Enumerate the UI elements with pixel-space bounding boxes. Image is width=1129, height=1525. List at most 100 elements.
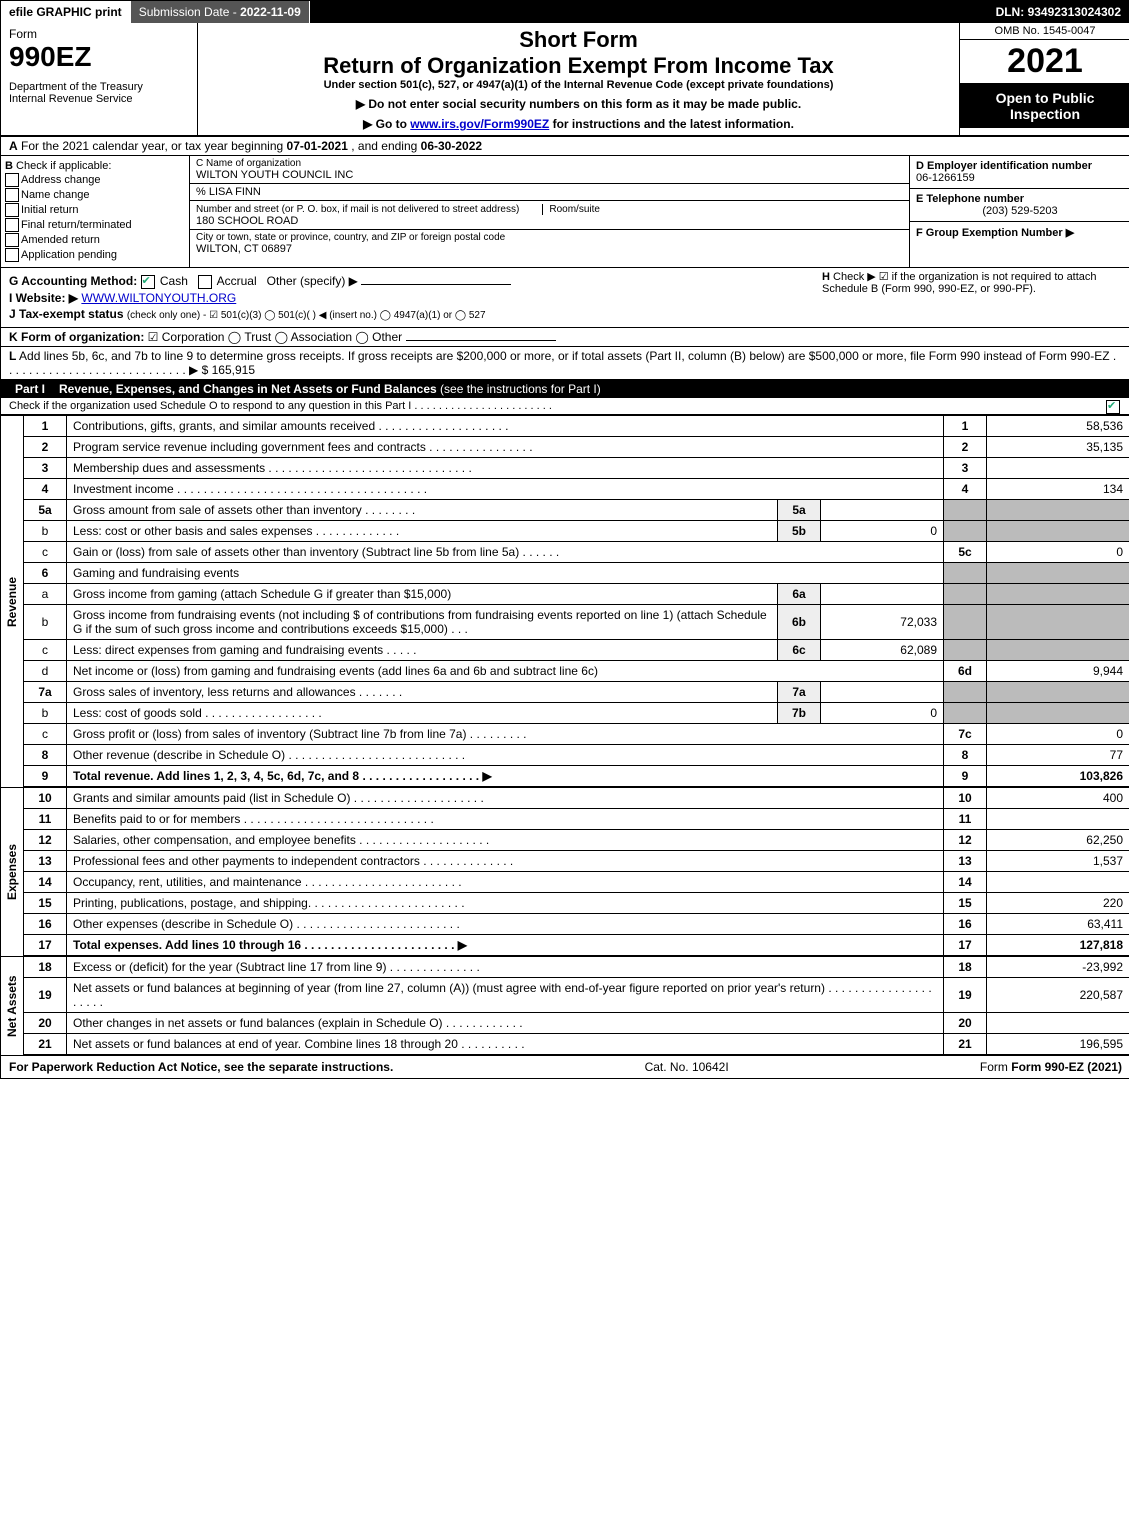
block-bcdef: B Check if applicable: Address change Na… (1, 156, 1129, 268)
street-row: Number and street (or P. O. box, if mail… (190, 201, 909, 230)
revenue-block: Revenue 1 Contributions, gifts, grants, … (1, 415, 1129, 787)
form-number: 990EZ (9, 41, 189, 73)
i-label: I Website: ▶ (9, 291, 78, 305)
shade-cell (987, 520, 1129, 541)
line-num: 12 (24, 829, 67, 850)
line-desc: Less: cost or other basis and sales expe… (67, 520, 778, 541)
checkbox-initial-return[interactable]: Initial return (5, 203, 185, 217)
title-short-form: Short Form (206, 27, 951, 53)
line-6: 6 Gaming and fundraising events (24, 562, 1129, 583)
checkbox-address-change[interactable]: Address change (5, 173, 185, 187)
checkbox-icon (5, 173, 19, 187)
revenue-side-label: Revenue (1, 415, 23, 787)
instruction-goto: ▶ Go to www.irs.gov/Form990EZ for instru… (206, 117, 951, 131)
irs-link[interactable]: www.irs.gov/Form990EZ (410, 117, 549, 131)
line-desc: Membership dues and assessments . . . . … (67, 457, 944, 478)
inline-val (821, 499, 944, 520)
shade-cell (944, 520, 987, 541)
line-r: 8 (944, 744, 987, 765)
revenue-table: 1 Contributions, gifts, grants, and simi… (23, 415, 1129, 787)
cb-label-pending: Application pending (21, 249, 117, 261)
section-j: J Tax-exempt status (check only one) - ☑… (9, 307, 1122, 321)
schedule-o-checkbox-icon[interactable] (1106, 400, 1120, 414)
line-val (987, 808, 1129, 829)
checkbox-icon (5, 233, 19, 247)
section-h: H Check ▶ ☑ if the organization is not r… (822, 270, 1122, 295)
line-21: 21 Net assets or fund balances at end of… (24, 1033, 1129, 1054)
line-desc: Net assets or fund balances at end of ye… (67, 1033, 944, 1054)
line-desc: Net income or (loss) from gaming and fun… (67, 660, 944, 681)
omb-number: OMB No. 1545-0047 (960, 23, 1129, 40)
line-num: 13 (24, 850, 67, 871)
shade-cell (987, 639, 1129, 660)
dln-label: DLN: (996, 5, 1028, 19)
section-f: F Group Exemption Number ▶ (910, 222, 1129, 243)
f-label: F Group Exemption Number ▶ (916, 227, 1074, 239)
line-num: 2 (24, 436, 67, 457)
block-ghij: H Check ▶ ☑ if the organization is not r… (1, 268, 1129, 328)
submission-date: 2022-11-09 (240, 5, 301, 19)
line-6b: b Gross income from fundraising events (… (24, 604, 1129, 639)
city-label: City or town, state or province, country… (196, 232, 903, 243)
submission-label: Submission Date - (139, 5, 240, 19)
line-num: b (24, 604, 67, 639)
line-r: 20 (944, 1012, 987, 1033)
other-specify-input[interactable] (361, 284, 511, 285)
accrual-checkbox-icon[interactable] (198, 275, 212, 289)
section-a: A For the 2021 calendar year, or tax yea… (1, 137, 1129, 156)
line-7b: b Less: cost of goods sold . . . . . . .… (24, 702, 1129, 723)
line-num: 21 (24, 1033, 67, 1054)
line-20: 20 Other changes in net assets or fund b… (24, 1012, 1129, 1033)
inline-val (821, 681, 944, 702)
line-13: 13 Professional fees and other payments … (24, 850, 1129, 871)
line-desc: Other revenue (describe in Schedule O) .… (67, 744, 944, 765)
cash-checkbox-icon[interactable] (141, 275, 155, 289)
header-left: Form 990EZ Department of the Treasury In… (1, 23, 198, 135)
website-link[interactable]: WWW.WILTONYOUTH.ORG (81, 291, 236, 305)
line-val: -23,992 (987, 956, 1129, 977)
title-return: Return of Organization Exempt From Incom… (206, 53, 951, 79)
k-other-input[interactable] (406, 340, 556, 341)
checkbox-name-change[interactable]: Name change (5, 188, 185, 202)
inline-label: 7a (778, 681, 821, 702)
line-r: 2 (944, 436, 987, 457)
l-text: Add lines 5b, 6c, and 7b to line 9 to de… (9, 349, 1116, 377)
line-desc: Gross income from fundraising events (no… (67, 604, 778, 639)
line-desc: Total expenses. Add lines 10 through 16 … (67, 934, 944, 955)
line-num: d (24, 660, 67, 681)
line-r: 6d (944, 660, 987, 681)
section-a-mid: , and ending (351, 139, 420, 153)
line-r: 10 (944, 787, 987, 808)
line-val: 220 (987, 892, 1129, 913)
efile-print-label[interactable]: efile GRAPHIC print (1, 1, 131, 23)
header-right: OMB No. 1545-0047 2021 Open to Public In… (959, 23, 1129, 135)
g-cash: Cash (160, 274, 188, 288)
line-num: 14 (24, 871, 67, 892)
shade-cell (944, 702, 987, 723)
page-footer: For Paperwork Reduction Act Notice, see … (1, 1055, 1129, 1078)
line-r: 18 (944, 956, 987, 977)
checkbox-application-pending[interactable]: Application pending (5, 248, 185, 262)
org-name: WILTON YOUTH COUNCIL INC (196, 169, 903, 181)
g-accrual: Accrual (217, 274, 257, 288)
line-18: 18 Excess or (deficit) for the year (Sub… (24, 956, 1129, 977)
part1-header: Part I Revenue, Expenses, and Changes in… (1, 380, 1129, 398)
city-value: WILTON, CT 06897 (196, 243, 903, 255)
footer-form: Form 990-EZ (2021) (1011, 1060, 1122, 1074)
line-val: 127,818 (987, 934, 1129, 955)
j-text: (check only one) - ☑ 501(c)(3) ◯ 501(c)(… (127, 310, 486, 321)
submission-date-box: Submission Date - 2022-11-09 (131, 1, 310, 23)
expenses-block: Expenses 10 Grants and similar amounts p… (1, 787, 1129, 956)
shade-cell (987, 499, 1129, 520)
part1-label: Part I (9, 382, 51, 396)
line-num: 6 (24, 562, 67, 583)
part1-check-text: Check if the organization used Schedule … (9, 400, 552, 412)
checkbox-final-return[interactable]: Final return/terminated (5, 218, 185, 232)
shade-cell (944, 681, 987, 702)
line-r: 17 (944, 934, 987, 955)
section-d: D Employer identification number 06-1266… (910, 156, 1129, 189)
line-val: 9,944 (987, 660, 1129, 681)
care-of-row: % LISA FINN (190, 184, 909, 201)
checkbox-amended-return[interactable]: Amended return (5, 233, 185, 247)
section-c: C Name of organization WILTON YOUTH COUN… (190, 156, 909, 267)
